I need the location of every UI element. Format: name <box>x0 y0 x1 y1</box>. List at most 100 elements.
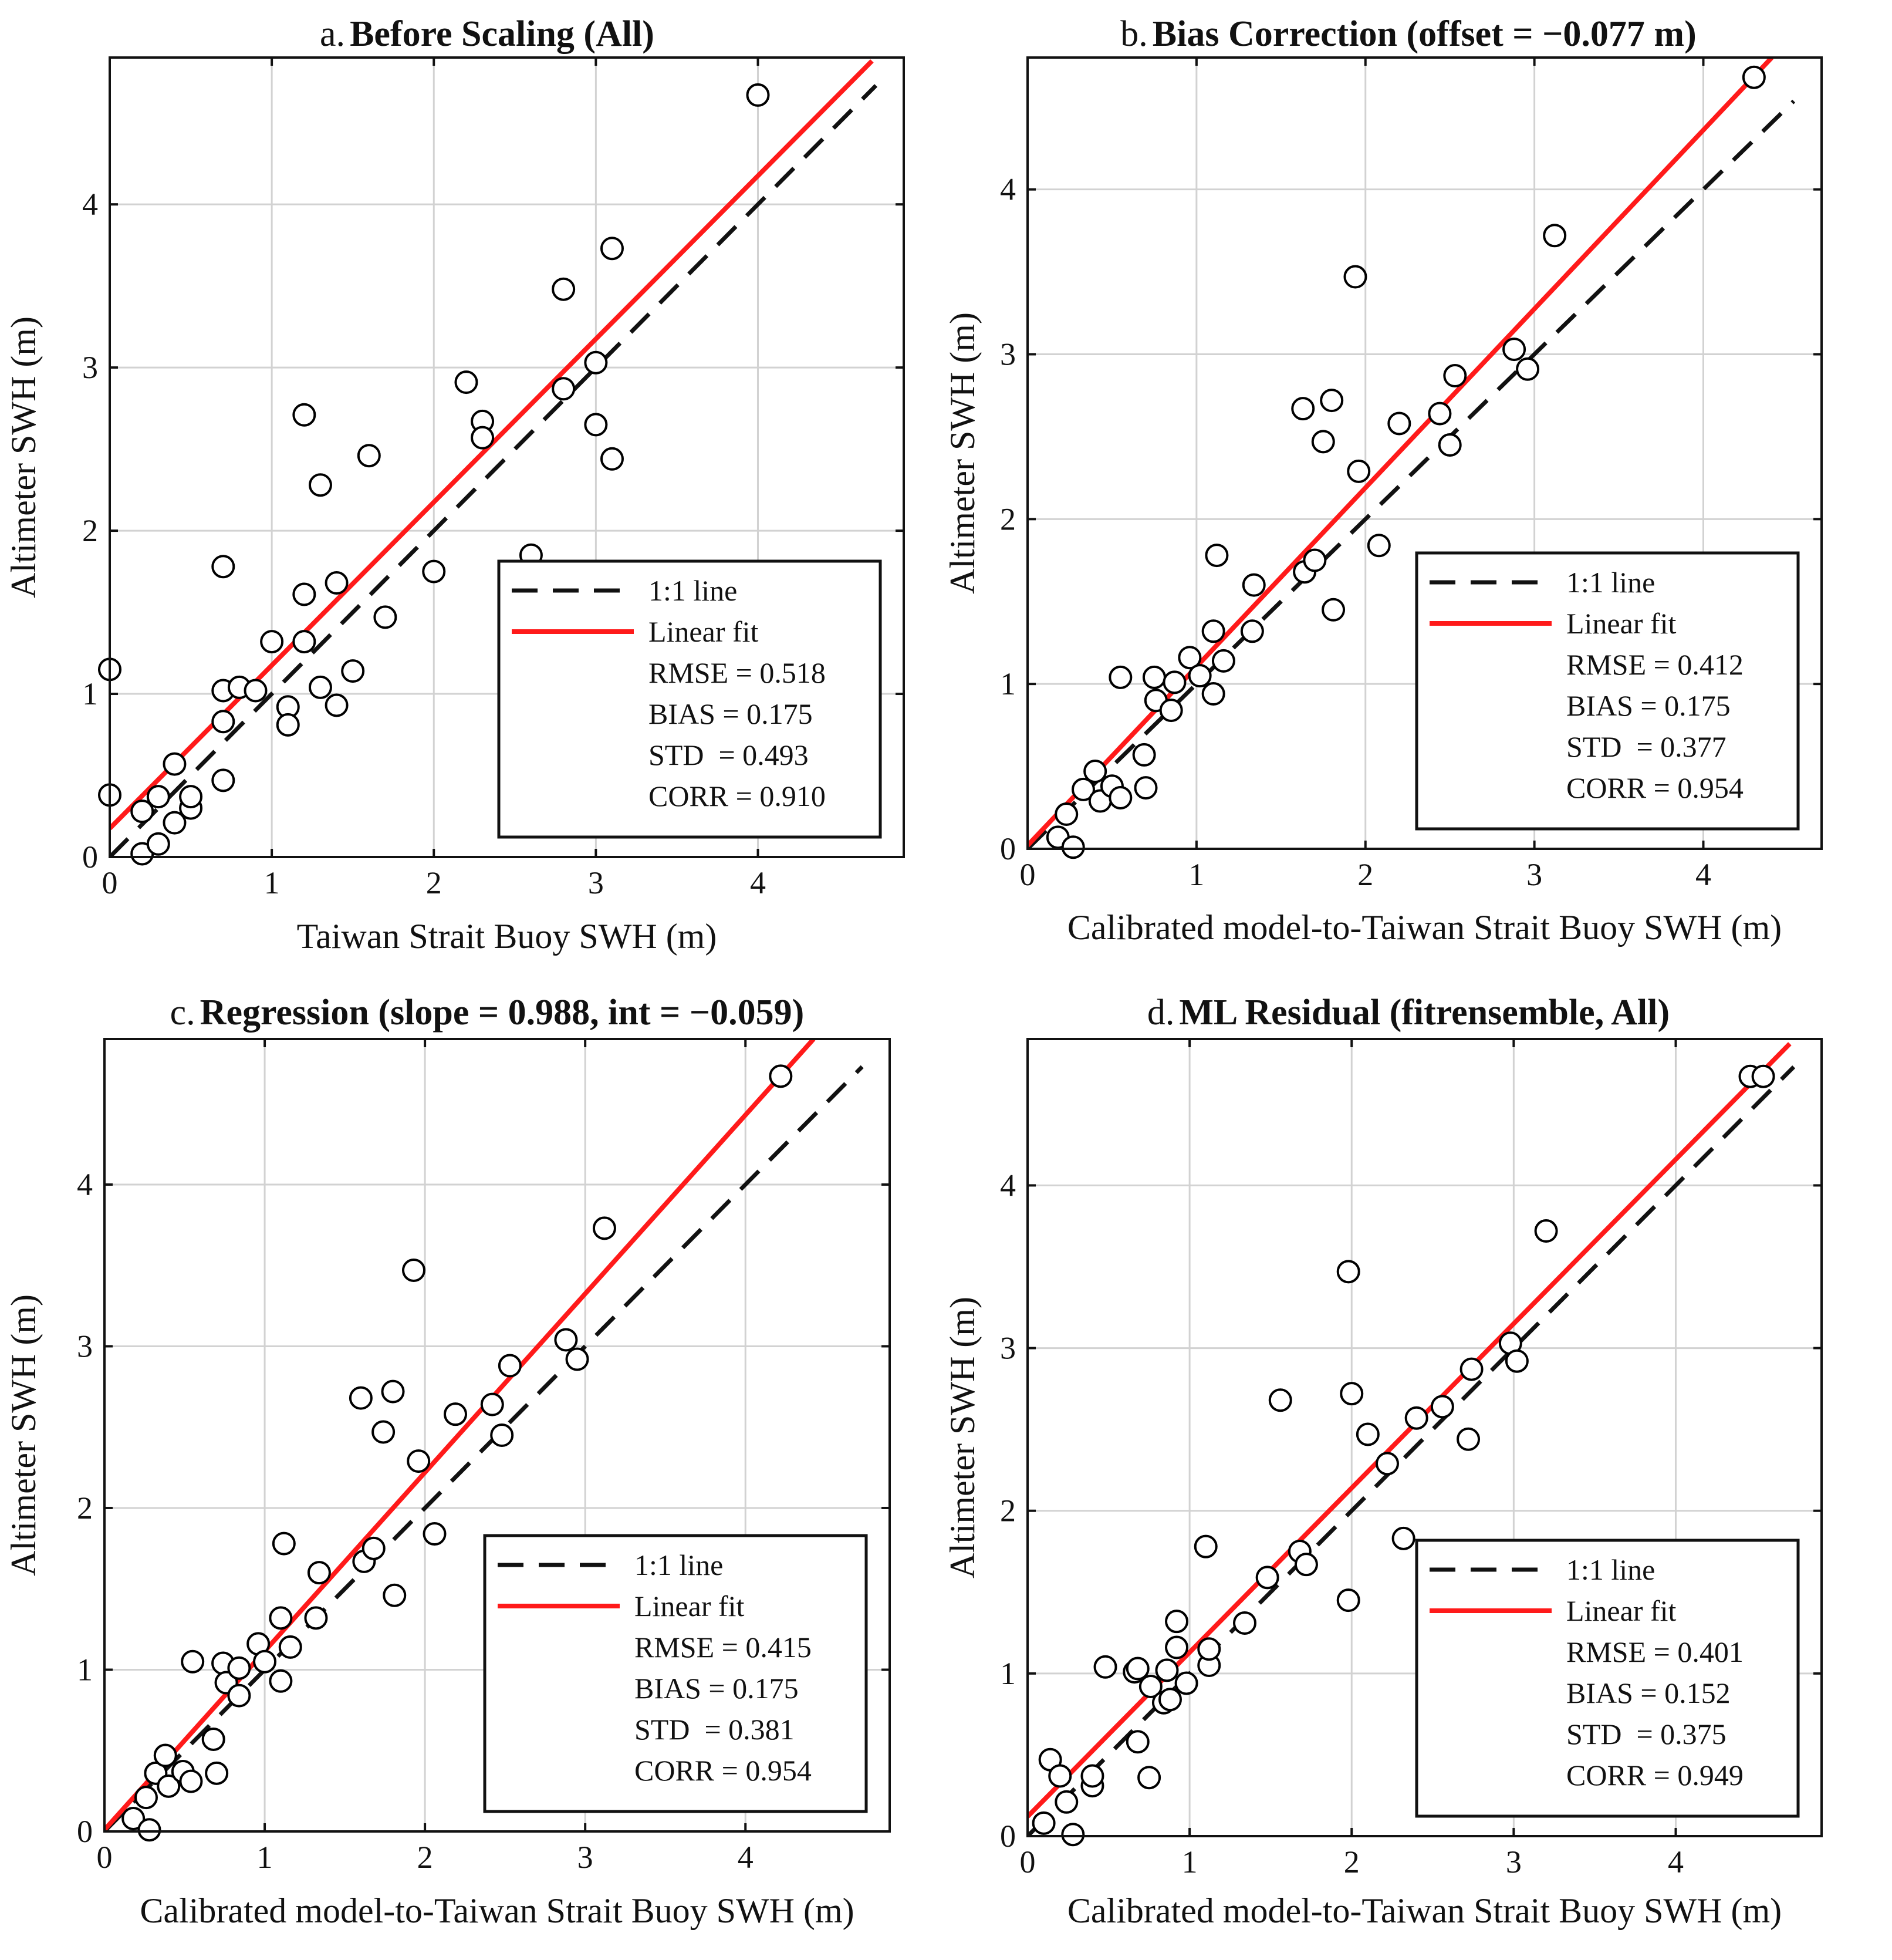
x-tick-label: 0 <box>1020 857 1036 892</box>
panel-a: 0 1 2 3 4 0 1 2 3 4 a. Before Scaling (All) Taiwan S… <box>4 14 905 956</box>
data-point <box>600 447 624 471</box>
data-point <box>1387 411 1411 436</box>
data-point <box>227 1656 251 1680</box>
x-tick-label: 3 <box>1506 1844 1522 1880</box>
panel-title-prefix: d. <box>1147 993 1175 1033</box>
legend-stat: CORR = 0.954 <box>634 1754 812 1787</box>
data-point <box>179 785 203 809</box>
data-point <box>163 752 187 776</box>
panel-title-text: ML Residual (fitrensemble, All) <box>1179 993 1670 1033</box>
data-point <box>471 426 495 450</box>
data-point <box>205 1761 229 1785</box>
panel-b: 0 1 2 3 4 0 1 2 3 4 b. Bias Correction (offset = −0… <box>943 14 1823 947</box>
x-tick-label: 2 <box>426 865 442 900</box>
data-point <box>1132 743 1156 767</box>
legend-stat: CORR = 0.949 <box>1566 1759 1744 1792</box>
panel-title: d. ML Residual (fitrensemble, All) <box>1147 993 1670 1033</box>
data-point <box>454 370 478 394</box>
data-point <box>1032 1811 1056 1835</box>
data-point <box>1158 1688 1182 1712</box>
legend-stat: RMSE = 0.518 <box>648 656 826 689</box>
y-axis-label: Altimeter SWH (m) <box>4 316 43 598</box>
x-axis-label: Calibrated model-to-Taiwan Strait Buoy S… <box>1067 1891 1782 1930</box>
legend-stat: CORR = 0.910 <box>648 780 826 812</box>
data-point <box>163 811 187 835</box>
y-tick-label: 1 <box>82 676 98 711</box>
one-to-one-line <box>104 1065 864 1831</box>
data-point <box>341 659 365 683</box>
panel-title-text: Regression (slope = 0.988, int = −0.059) <box>200 993 805 1033</box>
x-tick-label: 4 <box>738 1840 754 1875</box>
axes-box <box>1026 56 1823 850</box>
data-point <box>1502 338 1526 362</box>
x-tick-label: 3 <box>577 1840 593 1875</box>
y-tick-label: 2 <box>77 1490 93 1526</box>
line-group <box>104 1039 864 1831</box>
data-point <box>244 679 268 703</box>
legend-box <box>1415 1539 1800 1818</box>
data-point <box>121 1806 146 1830</box>
y-tick-label: 0 <box>1000 1819 1016 1854</box>
data-point <box>1071 777 1095 801</box>
ticks <box>103 1039 890 1833</box>
y-tick-label: 3 <box>82 350 98 385</box>
data-point <box>371 1420 396 1444</box>
legend-stat: RMSE = 0.401 <box>1566 1635 1744 1668</box>
data-point <box>1048 1764 1072 1788</box>
data-point <box>584 350 608 375</box>
panel-title-prefix: c. <box>170 993 195 1033</box>
panel-title: b. Bias Correction (offset = −0.077 m) <box>1120 14 1696 54</box>
legend-stat: BIAS = 0.175 <box>634 1672 799 1705</box>
data-point <box>407 1449 431 1473</box>
legend-stat: STD = 0.375 <box>1566 1718 1727 1750</box>
x-tick-label: 1 <box>264 865 280 900</box>
data-point <box>1255 1566 1279 1590</box>
x-tick-label: 1 <box>257 1840 273 1875</box>
data-point <box>600 237 624 261</box>
data-point <box>746 83 770 107</box>
legend-label-fit: Linear fit <box>1566 607 1677 640</box>
x-tick-label: 2 <box>417 1840 433 1875</box>
data-point <box>1443 364 1467 388</box>
legend-stat: CORR = 0.954 <box>1566 771 1744 804</box>
data-point <box>1083 760 1107 784</box>
data-point <box>292 630 316 654</box>
scatter-points <box>121 1064 793 1842</box>
panel-d: 0 1 2 3 4 0 1 2 3 4 d. ML Residual (fitrensemble, A… <box>943 993 1823 1930</box>
data-point <box>1080 1764 1104 1788</box>
y-tick-label: 3 <box>1000 337 1016 372</box>
legend-stat: RMSE = 0.415 <box>634 1631 812 1664</box>
panel-title: c. Regression (slope = 0.988, int = −0.05… <box>170 993 805 1033</box>
legend-box <box>1415 551 1800 831</box>
y-tick-label: 3 <box>1000 1331 1016 1366</box>
x-axis-label: Calibrated model-to-Taiwan Strait Buoy S… <box>140 1891 854 1930</box>
x-tick-label: 4 <box>1668 1844 1684 1880</box>
data-point <box>1303 548 1327 572</box>
data-point <box>276 713 300 737</box>
x-tick-label: 1 <box>1188 857 1204 892</box>
data-point <box>1242 573 1266 597</box>
data-point <box>292 582 316 606</box>
data-point <box>1340 1382 1364 1406</box>
data-point <box>592 1216 616 1240</box>
data-point <box>1367 534 1391 558</box>
scatter-points <box>98 83 770 866</box>
axes-box <box>103 1038 891 1833</box>
data-point <box>1233 1611 1257 1635</box>
axes-box <box>1026 1038 1823 1837</box>
data-point <box>278 1635 302 1659</box>
data-point <box>383 1583 407 1607</box>
data-point <box>1109 785 1133 809</box>
data-point <box>1240 619 1264 643</box>
legend-stat: RMSE = 0.412 <box>1566 648 1744 681</box>
legend-label-fit: Linear fit <box>648 615 759 648</box>
legend-stat: STD = 0.377 <box>1566 730 1727 763</box>
data-point <box>552 277 576 301</box>
data-point <box>1311 430 1335 454</box>
data-point <box>134 1786 158 1810</box>
legend-stat: STD = 0.381 <box>634 1713 795 1746</box>
data-point <box>769 1064 793 1088</box>
data-point <box>1178 646 1202 670</box>
data-point <box>1347 459 1371 483</box>
